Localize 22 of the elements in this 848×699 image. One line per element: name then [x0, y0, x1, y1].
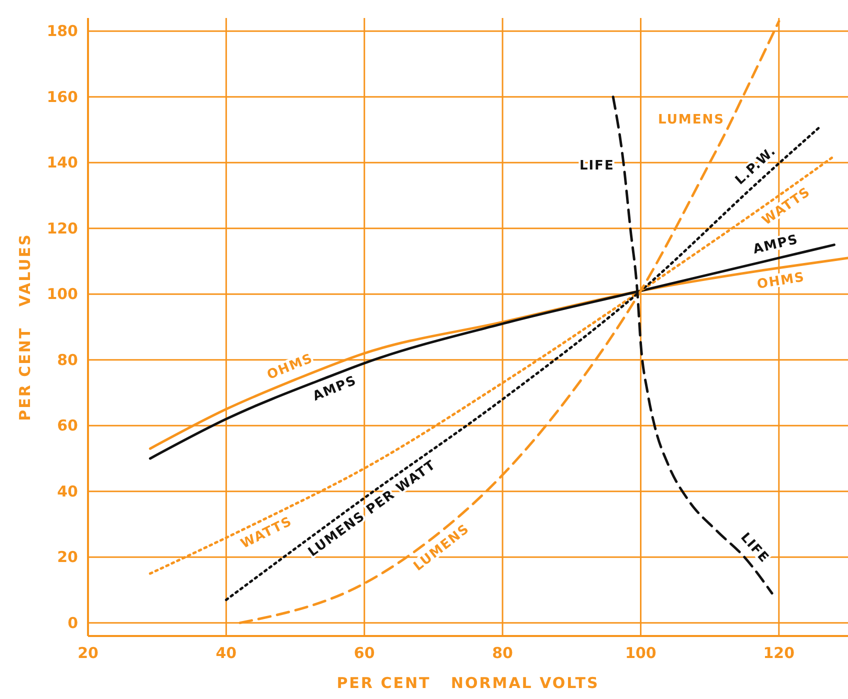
annotation: LUMENS	[658, 112, 724, 128]
y-tick-label: 140	[46, 154, 78, 172]
y-tick-label: 100	[46, 285, 78, 304]
x-axis-title: PER CENT NORMAL VOLTS	[336, 674, 600, 692]
y-tick-label: 80	[57, 350, 78, 369]
y-tick-label: 120	[46, 219, 78, 238]
x-tick-label: 100	[625, 644, 656, 662]
y-tick-label: 20	[57, 548, 78, 566]
annotation: OHMS	[756, 270, 806, 292]
x-tick-label: 80	[492, 644, 513, 662]
x-tick-label: 40	[216, 644, 237, 662]
x-tick-label: 60	[354, 644, 375, 662]
y-tick-label: 40	[57, 482, 78, 500]
x-tick-label: 20	[78, 644, 98, 662]
annotation: AMPS	[752, 232, 800, 258]
y-axis-title: PER CENT VALUES	[16, 233, 34, 421]
y-tick-label: 0	[68, 614, 78, 632]
annotation: LIFE	[579, 158, 614, 174]
x-tick-label: 120	[763, 644, 795, 662]
y-tick-label: 180	[46, 22, 78, 40]
y-tick-label: 60	[57, 416, 78, 435]
y-tick-label: 160	[46, 88, 78, 106]
